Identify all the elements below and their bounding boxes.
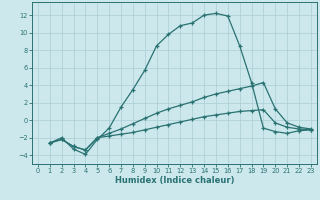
X-axis label: Humidex (Indice chaleur): Humidex (Indice chaleur): [115, 176, 234, 185]
